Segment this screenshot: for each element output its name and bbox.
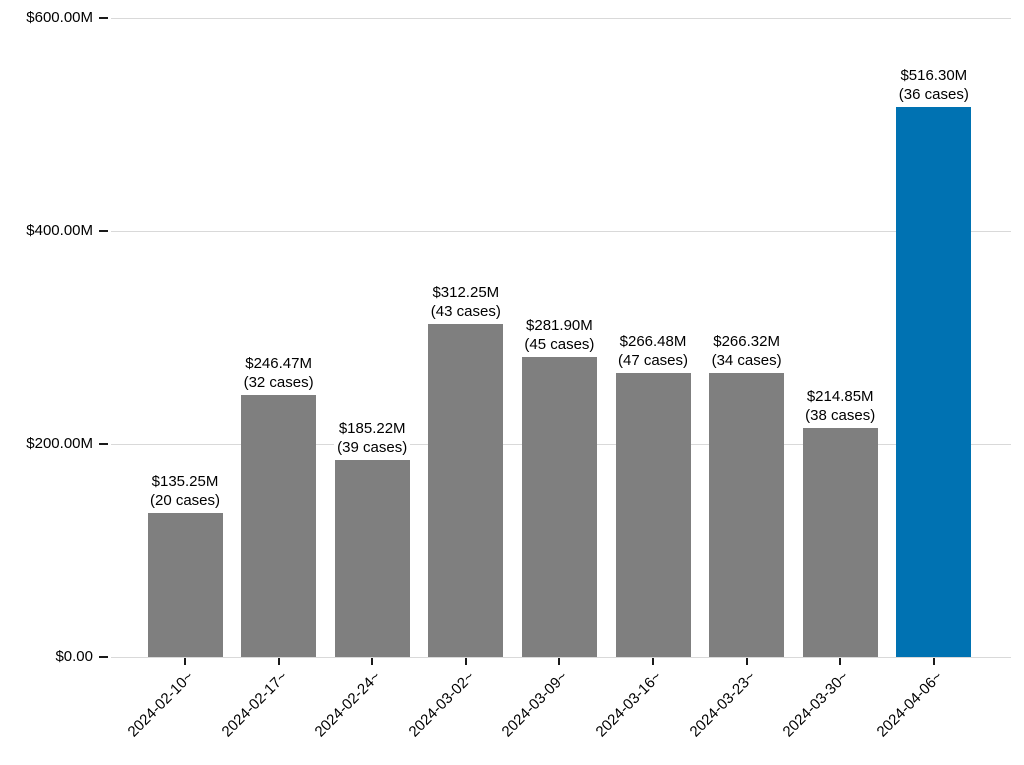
y-axis-tick-mark xyxy=(99,656,108,658)
bar-amount-text: $214.85M xyxy=(806,388,874,406)
bar-cases-text: (36 cases) xyxy=(898,86,969,104)
x-axis-tick-label: 2024-03-16~ xyxy=(592,668,666,741)
bar-value-label-box: $185.22M (39 cases) xyxy=(334,418,411,457)
bar-value-label: $214.85M (38 cases) xyxy=(760,387,920,426)
bar-cases-text: (38 cases) xyxy=(805,407,876,425)
gridline xyxy=(111,656,1011,658)
bar xyxy=(428,324,504,657)
x-axis-tick-label: 2024-02-24~ xyxy=(311,668,385,741)
x-axis-tick-label: 2024-02-10~ xyxy=(124,668,198,741)
y-axis-tick-label: $0.00 xyxy=(55,648,93,665)
bar-cases-text: (43 cases) xyxy=(430,303,501,321)
x-axis-tick-label: 2024-03-09~ xyxy=(498,668,572,741)
gridline xyxy=(111,17,1011,19)
y-axis-tick-label: $200.00M xyxy=(26,435,93,452)
bar-value-label: $266.48M (47 cases) xyxy=(573,332,733,371)
x-axis-tick-mark xyxy=(839,658,842,665)
bar-value-label: $281.90M (45 cases) xyxy=(479,315,639,354)
bar xyxy=(241,394,317,657)
x-axis-tick-mark xyxy=(371,658,374,665)
bar-value-label-box: $312.25M (43 cases) xyxy=(427,283,504,322)
x-axis-tick-mark xyxy=(464,658,467,665)
bar-amount-text: $135.25M xyxy=(151,472,219,490)
bar-value-label-box: $214.85M (38 cases) xyxy=(802,387,879,426)
bar-cases-text: (45 cases) xyxy=(524,335,595,353)
bar-cases-text: (47 cases) xyxy=(617,352,689,370)
bar-amount-text: $516.30M xyxy=(900,67,968,85)
bar-value-label-box: $266.48M (47 cases) xyxy=(614,332,692,371)
bar-cases-text: (20 cases) xyxy=(149,491,221,509)
bar-amount-text: $281.90M xyxy=(526,316,593,334)
x-axis-tick-label: 2024-03-02~ xyxy=(405,668,478,741)
bar-cases-text: (39 cases) xyxy=(337,438,408,456)
bar-cases-text: (32 cases) xyxy=(243,373,314,391)
x-axis-tick-mark xyxy=(932,658,935,665)
x-axis-tick-mark xyxy=(652,658,654,665)
bar-cases-text: (34 cases) xyxy=(711,352,782,370)
bar xyxy=(521,356,597,657)
bar xyxy=(334,459,410,657)
bar xyxy=(147,512,223,657)
x-axis-tick-mark xyxy=(184,658,186,665)
x-axis-tick-label: 2024-03-23~ xyxy=(686,668,759,741)
bar xyxy=(896,107,972,657)
y-axis-tick-label: $400.00M xyxy=(26,222,93,239)
bar-value-label: $185.22M (39 cases) xyxy=(292,418,452,457)
bar-amount-text: $246.47M xyxy=(245,354,312,372)
bar-value-label: $246.47M (32 cases) xyxy=(199,353,359,392)
bar-amount-text: $185.22M xyxy=(338,419,406,437)
gridline xyxy=(111,230,1011,232)
x-axis-tick-mark xyxy=(558,658,561,665)
bar-value-label: $135.25M (20 cases) xyxy=(105,471,265,510)
bar-value-label: $312.25M (43 cases) xyxy=(386,283,546,322)
x-axis-tick-mark xyxy=(745,658,748,665)
bar-amount-text: $266.32M xyxy=(713,333,780,351)
bar xyxy=(709,373,785,657)
x-axis-tick-label: 2024-03-30~ xyxy=(779,668,853,741)
y-axis-tick-mark xyxy=(99,443,108,445)
x-axis-tick-label: 2024-04-06~ xyxy=(873,668,946,741)
x-axis-tick-label: 2024-02-17~ xyxy=(218,668,291,741)
bar-value-label-box: $266.32M (34 cases) xyxy=(708,332,785,371)
bar-value-label: $516.30M (36 cases) xyxy=(854,66,1014,105)
bar xyxy=(802,428,878,657)
y-axis-tick-label: $600.00M xyxy=(26,9,93,26)
bar-amount-text: $312.25M xyxy=(432,284,500,302)
bar-value-label-box: $246.47M (32 cases) xyxy=(240,353,317,392)
bar-value-label-box: $516.30M (36 cases) xyxy=(895,66,972,105)
bar-amount-text: $266.48M xyxy=(619,333,687,351)
bar-value-label-box: $281.90M (45 cases) xyxy=(521,315,598,354)
x-axis-tick-mark xyxy=(277,658,280,665)
y-axis-tick-mark xyxy=(99,230,108,232)
bar-value-label: $266.32M (34 cases) xyxy=(667,332,827,371)
y-axis-tick-mark xyxy=(99,17,108,19)
bar xyxy=(615,373,691,657)
bar-value-label-box: $135.25M (20 cases) xyxy=(146,471,224,510)
